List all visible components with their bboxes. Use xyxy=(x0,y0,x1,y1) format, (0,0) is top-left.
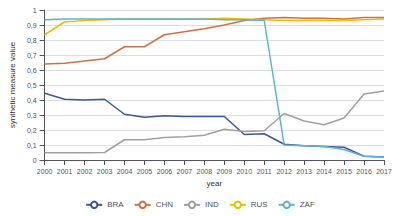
svg-text:2017: 2017 xyxy=(376,168,392,175)
svg-text:2010: 2010 xyxy=(236,168,252,175)
svg-text:2001: 2001 xyxy=(57,168,73,175)
svg-text:2003: 2003 xyxy=(97,168,113,175)
svg-text:year: year xyxy=(207,179,223,188)
svg-text:0,5: 0,5 xyxy=(27,82,37,89)
svg-text:0,9: 0,9 xyxy=(27,22,37,29)
svg-text:0,7: 0,7 xyxy=(27,52,37,59)
svg-text:2004: 2004 xyxy=(117,168,133,175)
svg-text:2000: 2000 xyxy=(37,168,53,175)
svg-text:2006: 2006 xyxy=(157,168,173,175)
svg-text:2007: 2007 xyxy=(177,168,193,175)
svg-text:2015: 2015 xyxy=(336,168,352,175)
svg-text:2011: 2011 xyxy=(257,168,272,175)
svg-text:2016: 2016 xyxy=(356,168,372,175)
svg-text:IND: IND xyxy=(205,200,219,209)
svg-text:2014: 2014 xyxy=(316,168,332,175)
svg-text:2008: 2008 xyxy=(197,168,213,175)
svg-text:2002: 2002 xyxy=(77,168,93,175)
svg-text:0,6: 0,6 xyxy=(27,67,37,74)
svg-text:RUS: RUS xyxy=(251,200,268,209)
svg-text:2009: 2009 xyxy=(217,168,233,175)
svg-text:0,8: 0,8 xyxy=(27,37,37,44)
svg-text:BRA: BRA xyxy=(107,200,124,209)
svg-text:1: 1 xyxy=(33,7,37,14)
svg-text:CHN: CHN xyxy=(156,200,174,209)
svg-text:0,4: 0,4 xyxy=(27,97,37,104)
svg-text:2013: 2013 xyxy=(296,168,312,175)
svg-text:0,1: 0,1 xyxy=(27,142,37,149)
svg-text:2005: 2005 xyxy=(137,168,153,175)
svg-text:ZAF: ZAF xyxy=(300,200,315,209)
svg-text:synthetic measure value: synthetic measure value xyxy=(8,41,17,128)
svg-text:0: 0 xyxy=(33,157,37,164)
svg-text:0,2: 0,2 xyxy=(27,127,37,134)
svg-text:2012: 2012 xyxy=(276,168,292,175)
svg-text:0,3: 0,3 xyxy=(27,112,37,119)
